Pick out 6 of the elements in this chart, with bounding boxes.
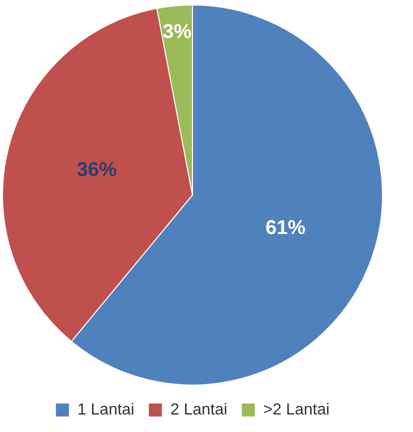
data-label: 61%: [265, 216, 306, 239]
data-label: 36%: [76, 158, 118, 181]
legend-label: >2 Lantai: [263, 401, 330, 418]
legend-label: 1 Lantai: [77, 401, 134, 418]
data-label: 3%: [162, 20, 192, 43]
legend-label: 2 Lantai: [170, 401, 228, 418]
